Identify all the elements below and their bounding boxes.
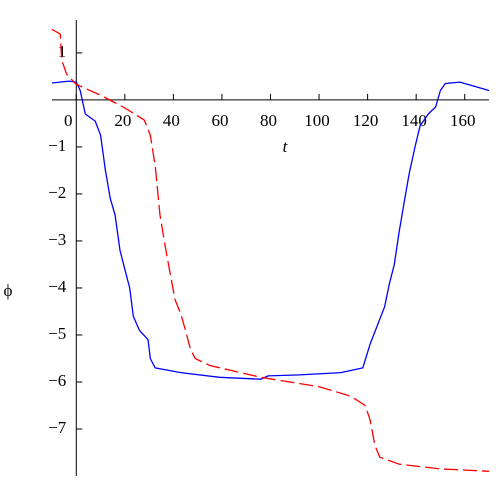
x-tick-label: 0 (64, 111, 73, 130)
y-tick-label: −4 (48, 277, 67, 296)
y-tick-label: −7 (48, 418, 67, 437)
y-tick-label: −5 (48, 324, 66, 343)
x-tick-label: 140 (401, 111, 427, 130)
series-line (51, 28, 490, 472)
x-tick-label: 160 (450, 111, 476, 130)
x-tick-label: 120 (353, 111, 379, 130)
y-tick-label: −2 (48, 183, 66, 202)
y-tick-label: −3 (48, 230, 66, 249)
y-tick-label: 1 (58, 42, 67, 61)
y-tick-label: −1 (48, 136, 66, 155)
y-axis-label: ϕ (4, 281, 13, 300)
x-axis-label: t (283, 137, 289, 156)
x-tick-label: 40 (163, 111, 180, 130)
x-tick-label: 20 (114, 111, 131, 130)
series-line (51, 80, 490, 380)
x-tick-label: 80 (260, 111, 277, 130)
x-tick-label: 100 (304, 111, 330, 130)
x-tick-label: 60 (211, 111, 228, 130)
y-tick-label: −6 (48, 371, 66, 390)
